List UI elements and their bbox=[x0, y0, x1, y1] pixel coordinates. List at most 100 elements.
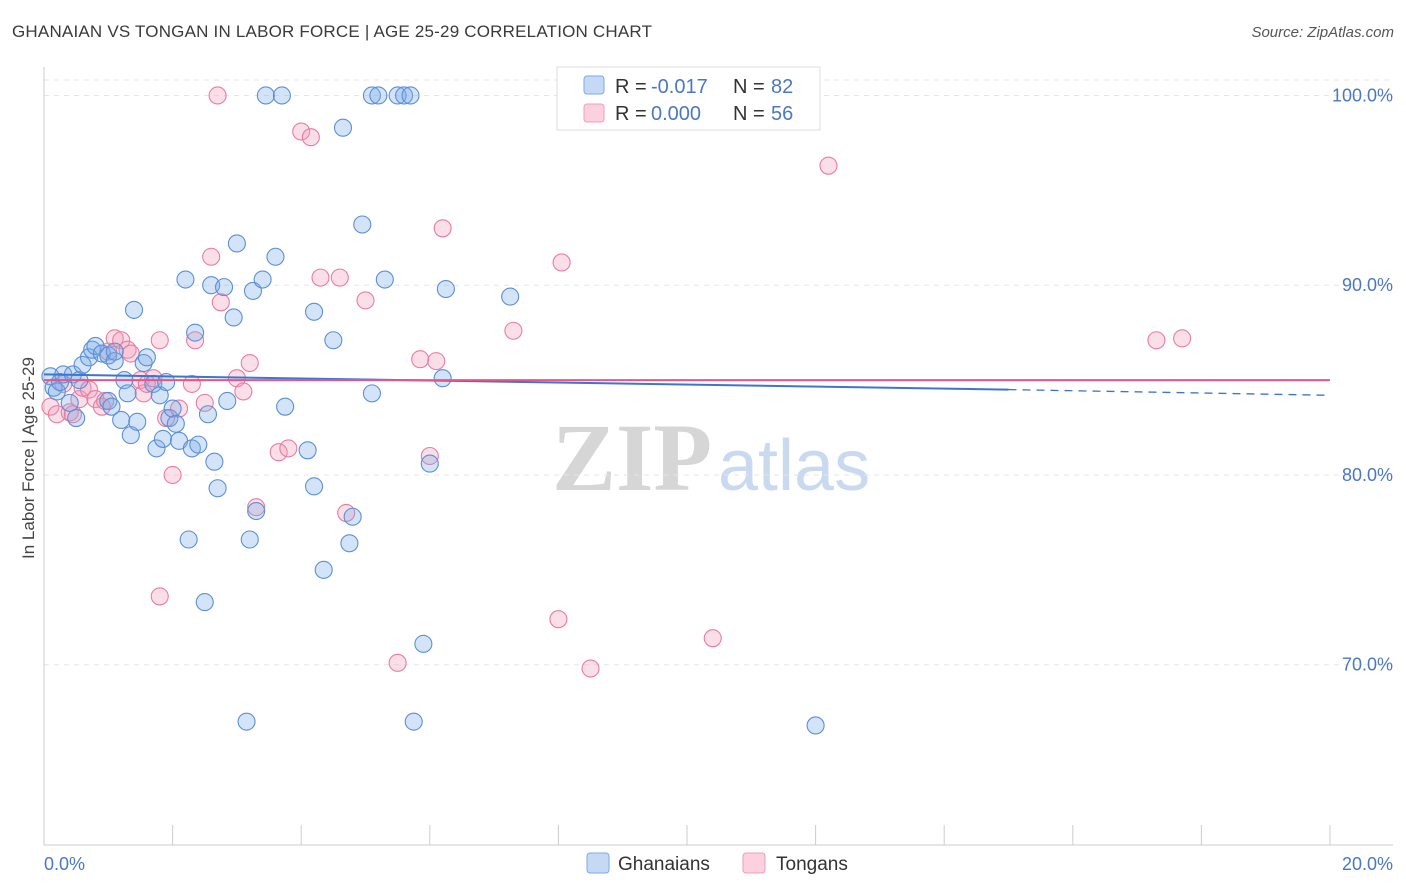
watermark-zip: ZIP bbox=[552, 404, 712, 511]
point-ghanaians-33 bbox=[163, 399, 182, 418]
point-ghanaians-53 bbox=[247, 501, 266, 521]
legend-swatch-ghanaians bbox=[583, 75, 605, 95]
point-ghanaians-21 bbox=[118, 384, 137, 403]
point-ghanaians-69 bbox=[362, 86, 381, 105]
point-ghanaians-28 bbox=[147, 439, 166, 458]
point-ghanaians-41 bbox=[195, 593, 214, 612]
point-tongans-42 bbox=[356, 291, 375, 310]
point-tongans-48 bbox=[504, 321, 523, 340]
point-ghanaians-67 bbox=[353, 215, 372, 234]
series-legend: Ghanaians Tongans bbox=[586, 852, 848, 875]
point-ghanaians-70 bbox=[369, 86, 388, 105]
point-tongans-5 bbox=[70, 390, 89, 409]
point-ghanaians-31 bbox=[157, 372, 176, 392]
x-tick-label-min: 0.0% bbox=[44, 854, 85, 874]
y-axis-label: In Labor Force | Age 25-29 bbox=[19, 357, 38, 559]
stats-legend: R = -0.017 N = 82 R = 0.000 N = 56 bbox=[556, 66, 821, 131]
chart-title: GHANAIAN VS TONGAN IN LABOR FORCE | AGE … bbox=[12, 22, 653, 41]
legend-n-value-tongans: 56 bbox=[771, 103, 793, 125]
point-tongans-49 bbox=[549, 610, 568, 629]
point-ghanaians-40 bbox=[189, 435, 208, 454]
point-tongans-55 bbox=[1173, 329, 1192, 348]
point-tongans-47 bbox=[433, 219, 452, 238]
point-tongans-50 bbox=[552, 253, 571, 272]
point-ghanaians-36 bbox=[176, 270, 195, 289]
bottom-legend-label-ghanaians: Ghanaians bbox=[618, 854, 710, 875]
point-ghanaians-80 bbox=[501, 287, 520, 306]
point-tongans-37 bbox=[292, 122, 311, 141]
point-tongans-17 bbox=[134, 384, 153, 403]
point-ghanaians-48 bbox=[224, 308, 243, 327]
point-tongans-33 bbox=[240, 353, 259, 373]
point-tongans-44 bbox=[411, 350, 430, 369]
point-ghanaians-81 bbox=[806, 716, 825, 735]
point-ghanaians-7 bbox=[67, 408, 86, 428]
point-tongans-21 bbox=[150, 587, 169, 606]
watermark-atlas: atlas bbox=[718, 426, 870, 506]
point-tongans-36 bbox=[279, 439, 298, 458]
point-ghanaians-16 bbox=[102, 397, 121, 416]
point-ghanaians-39 bbox=[186, 323, 205, 342]
trend-line-ghanaians bbox=[43, 373, 1009, 391]
point-tongans-25 bbox=[182, 374, 201, 393]
point-ghanaians-25 bbox=[134, 353, 153, 373]
point-ghanaians-54 bbox=[253, 270, 272, 289]
legend-r-label-tongans: R = bbox=[615, 103, 647, 125]
bottom-legend-label-tongans: Tongans bbox=[776, 854, 848, 875]
point-ghanaians-5 bbox=[60, 393, 79, 412]
point-ghanaians-57 bbox=[272, 86, 291, 105]
y-tick-label-100: 100.0% bbox=[1332, 85, 1393, 105]
point-ghanaians-18 bbox=[105, 342, 124, 361]
y-tick-label-70: 70.0% bbox=[1342, 655, 1393, 675]
point-ghanaians-71 bbox=[375, 270, 394, 289]
point-ghanaians-61 bbox=[305, 477, 324, 496]
y-tick-labels: 70.0% 80.0% 90.0% 100.0% bbox=[1332, 85, 1393, 674]
point-ghanaians-58 bbox=[276, 397, 295, 416]
point-ghanaians-44 bbox=[205, 452, 224, 471]
point-tongans-40 bbox=[330, 268, 349, 287]
y-tick-label-80: 80.0% bbox=[1342, 465, 1393, 485]
point-ghanaians-46 bbox=[214, 278, 234, 297]
point-tongans-32 bbox=[234, 382, 253, 401]
point-tongans-39 bbox=[311, 268, 330, 287]
legend-n-value-ghanaians: 82 bbox=[771, 76, 793, 98]
point-ghanaians-2 bbox=[47, 382, 66, 401]
point-ghanaians-15 bbox=[99, 391, 118, 411]
legend-n-label-tongans: N = bbox=[733, 103, 765, 125]
point-ghanaians-55 bbox=[256, 86, 275, 105]
point-ghanaians-79 bbox=[436, 279, 455, 299]
point-tongans-34 bbox=[247, 498, 266, 517]
point-ghanaians-12 bbox=[86, 336, 105, 355]
point-ghanaians-26 bbox=[137, 348, 156, 367]
point-ghanaians-75 bbox=[404, 712, 423, 731]
point-ghanaians-63 bbox=[324, 331, 343, 350]
point-ghanaians-24 bbox=[128, 412, 147, 431]
series-tongans bbox=[41, 86, 1192, 678]
point-ghanaians-9 bbox=[73, 355, 92, 374]
point-ghanaians-50 bbox=[237, 712, 256, 731]
bottom-legend-swatch-tongans bbox=[742, 852, 766, 874]
point-ghanaians-17 bbox=[105, 352, 124, 371]
legend-swatch-tongans bbox=[583, 103, 605, 123]
x-tick-label-max: 20.0% bbox=[1342, 854, 1393, 874]
point-ghanaians-49 bbox=[227, 234, 246, 253]
point-ghanaians-47 bbox=[218, 391, 237, 411]
point-tongans-30 bbox=[211, 293, 230, 312]
axes bbox=[43, 67, 1393, 846]
point-ghanaians-64 bbox=[333, 118, 353, 137]
point-tongans-38 bbox=[301, 128, 320, 147]
legend-n-label-ghanaians: N = bbox=[733, 76, 765, 98]
point-tongans-45 bbox=[420, 446, 439, 466]
point-tongans-52 bbox=[703, 629, 722, 648]
point-tongans-26 bbox=[186, 331, 205, 350]
point-tongans-20 bbox=[150, 331, 169, 350]
point-ghanaians-30 bbox=[153, 429, 173, 448]
point-ghanaians-34 bbox=[166, 414, 185, 433]
point-ghanaians-65 bbox=[340, 534, 359, 553]
point-ghanaians-37 bbox=[179, 530, 198, 549]
point-ghanaians-59 bbox=[298, 441, 317, 460]
legend-r-value-ghanaians: -0.017 bbox=[651, 76, 708, 98]
point-ghanaians-19 bbox=[112, 410, 131, 429]
legend-r-value-tongans: 0.000 bbox=[651, 103, 701, 125]
